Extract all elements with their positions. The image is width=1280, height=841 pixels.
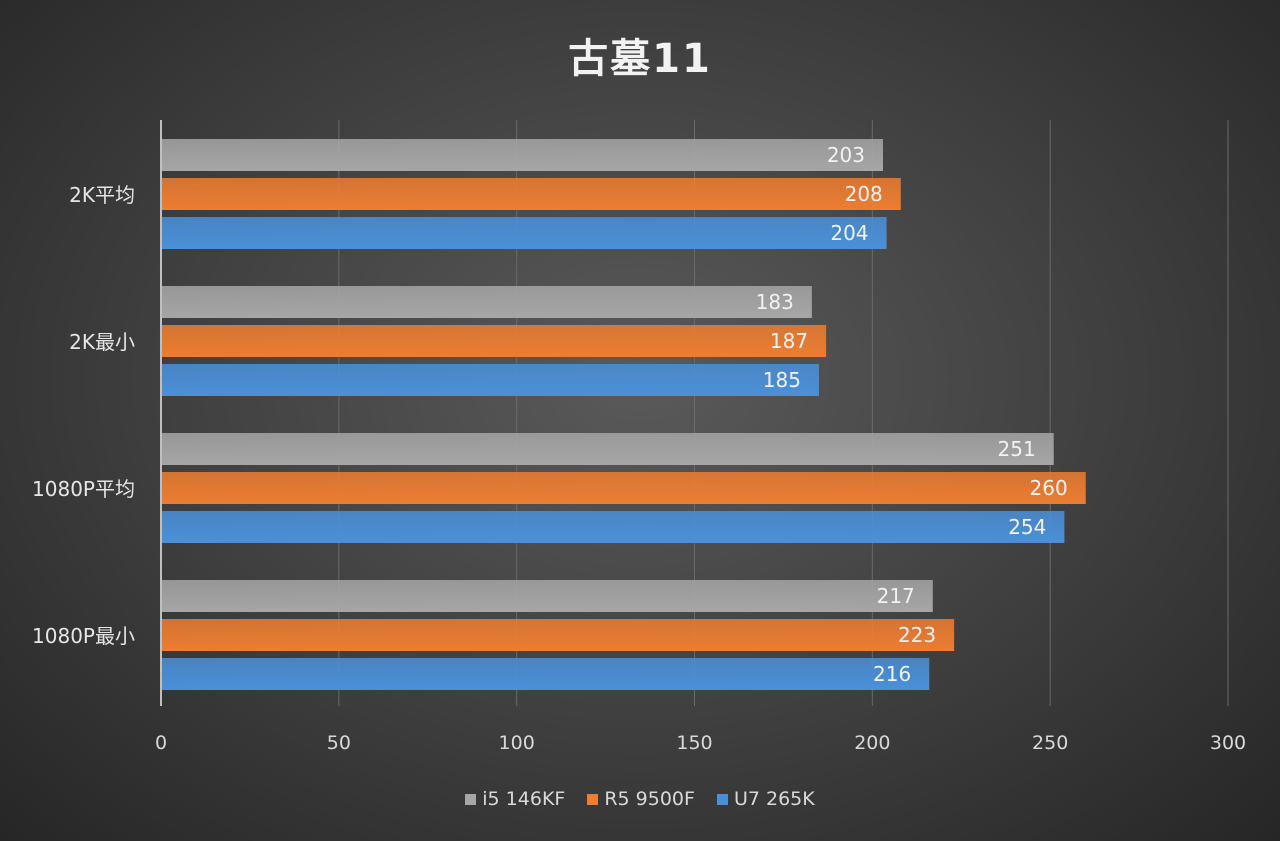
- x-tick-label: 300: [1210, 732, 1246, 754]
- chart-title: 古墓11: [568, 36, 712, 82]
- category-label: 2K平均: [69, 183, 135, 207]
- data-label: 216: [873, 662, 911, 686]
- legend-swatch: [587, 793, 599, 805]
- bar: [162, 139, 884, 171]
- x-tick-label: 100: [499, 732, 535, 754]
- legend-item: i5 146KF: [465, 788, 565, 810]
- bar: [162, 217, 887, 249]
- data-label: 208: [845, 182, 883, 206]
- bar: [162, 580, 933, 612]
- data-label: 217: [877, 584, 915, 608]
- data-label: 223: [898, 623, 936, 647]
- legend-label: i5 146KF: [482, 788, 566, 810]
- bar: [162, 658, 930, 690]
- category-label: 1080P平均: [32, 477, 135, 501]
- legend-item: R5 9500F: [587, 788, 695, 810]
- x-tick-label: 150: [676, 732, 712, 754]
- bar: [162, 286, 812, 318]
- data-label: 260: [1030, 476, 1068, 500]
- legend-label: R5 9500F: [604, 788, 695, 810]
- bar: [162, 619, 955, 651]
- legend-item: U7 265K: [716, 788, 815, 810]
- data-label: 254: [1008, 515, 1046, 539]
- data-label: 185: [763, 368, 801, 392]
- legend-label: U7 265K: [733, 788, 815, 810]
- bar: [162, 325, 827, 357]
- bar: [162, 433, 1054, 465]
- category-label: 2K最小: [69, 330, 135, 354]
- bar: [162, 511, 1065, 543]
- x-tick-label: 200: [854, 732, 890, 754]
- data-label: 203: [827, 143, 865, 167]
- legend-swatch: [465, 793, 477, 805]
- bar: [162, 178, 901, 210]
- data-label: 187: [770, 329, 808, 353]
- legend-swatch: [716, 793, 728, 805]
- data-label: 183: [756, 290, 794, 314]
- data-label: 251: [998, 437, 1036, 461]
- x-tick-label: 50: [327, 732, 351, 754]
- data-label: 204: [830, 221, 868, 245]
- x-tick-label: 0: [155, 732, 167, 754]
- bar: [162, 364, 819, 396]
- x-tick-label: 250: [1032, 732, 1068, 754]
- bar: [162, 472, 1086, 504]
- legend: i5 146KF R5 9500F U7 265K: [0, 788, 1280, 810]
- category-label: 1080P最小: [32, 624, 135, 648]
